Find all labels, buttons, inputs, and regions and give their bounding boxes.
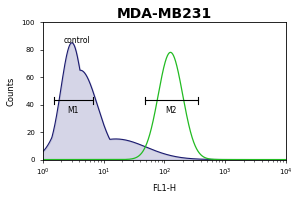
X-axis label: FL1-H: FL1-H bbox=[152, 184, 176, 193]
Y-axis label: Counts: Counts bbox=[7, 76, 16, 106]
Text: M2: M2 bbox=[166, 106, 177, 115]
Text: control: control bbox=[64, 36, 91, 45]
Text: M1: M1 bbox=[68, 106, 79, 115]
Title: MDA-MB231: MDA-MB231 bbox=[117, 7, 212, 21]
